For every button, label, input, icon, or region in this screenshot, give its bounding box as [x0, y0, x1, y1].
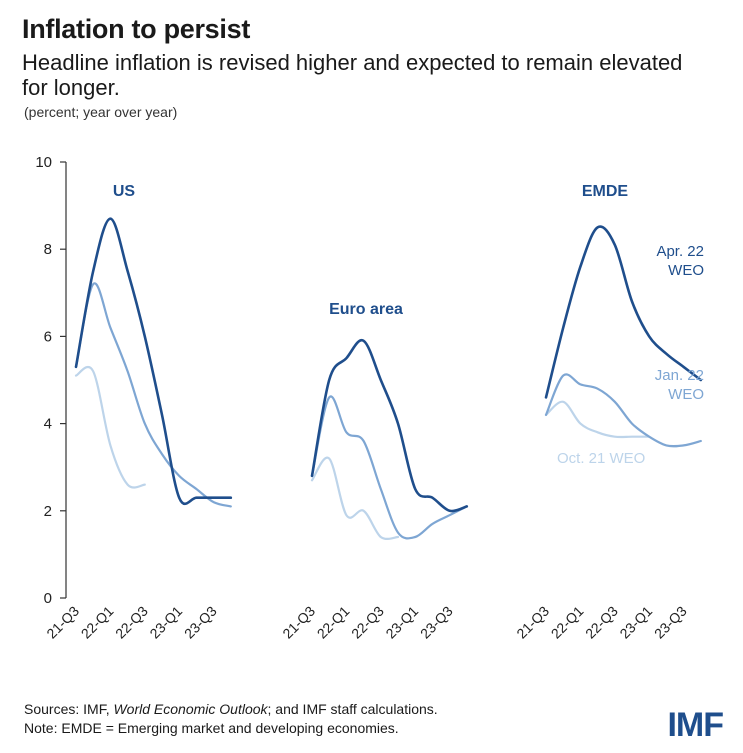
x-tick-label: 22-Q1: [314, 603, 353, 642]
sources-italic: World Economic Outlook: [113, 701, 268, 717]
panel-label: US: [113, 183, 136, 200]
series-line-apr22: [74, 217, 233, 506]
imf-logo: IMF: [667, 706, 724, 744]
y-tick-label: 6: [44, 328, 52, 345]
x-tick-label: 22-Q3: [582, 603, 621, 642]
sources-prefix: Sources: IMF,: [24, 701, 114, 717]
series-label-oct21: Oct. 21 WEO: [557, 450, 645, 467]
x-tick-label: 22-Q1: [78, 603, 117, 642]
x-tick-label: 21-Q3: [43, 603, 82, 642]
chart-title: Inflation to persist: [22, 14, 251, 44]
series-label-line: Jan. 22: [655, 367, 704, 384]
series-line-jan22: [74, 282, 232, 508]
series-label-line: WEO: [668, 262, 704, 279]
series-line-jan22: [544, 373, 702, 448]
y-tick-label: 8: [44, 241, 52, 258]
series-line-jan22: [310, 395, 468, 540]
x-tick-label: 22-Q1: [548, 603, 587, 642]
y-tick-label: 4: [44, 416, 52, 433]
x-tick-label: 22-Q3: [112, 603, 151, 642]
y-tick-label: 10: [35, 154, 52, 171]
series-label-line: WEO: [668, 386, 704, 403]
panel-label: Euro area: [329, 301, 403, 318]
sources-line: Sources: IMF, World Economic Outlook; an…: [24, 700, 438, 719]
x-tick-label: 23-Q3: [181, 603, 220, 642]
series-label-line: Oct. 21 WEO: [557, 450, 645, 467]
series-label-apr22: Apr. 22 WEO: [656, 243, 704, 279]
x-tick-label: 23-Q1: [146, 603, 185, 642]
panel-label: EMDE: [582, 183, 629, 200]
series-line-oct21: [544, 400, 651, 439]
series-line-oct21: [74, 365, 146, 489]
series-line-apr22: [544, 225, 703, 399]
series-label-jan22: Jan. 22 WEO: [655, 367, 704, 403]
series-line-oct21: [310, 456, 400, 540]
y-tick-label: 2: [44, 503, 52, 520]
x-tick-label: 22-Q3: [348, 603, 387, 642]
chart-subtitle: Headline inflation is revised higher and…: [22, 50, 683, 100]
unit-label: (percent; year over year): [24, 104, 178, 120]
x-tick-label: 23-Q3: [417, 603, 456, 642]
x-tick-label: 21-Q3: [513, 603, 552, 642]
x-tick-label: 21-Q3: [279, 603, 318, 642]
x-tick-label: 23-Q3: [651, 603, 690, 642]
y-tick-label: 0: [44, 590, 52, 607]
sources-suffix: ; and IMF staff calculations.: [267, 701, 438, 717]
x-tick-label: 23-Q1: [616, 603, 655, 642]
x-tick-label: 23-Q1: [382, 603, 421, 642]
note-line: Note: EMDE = Emerging market and develop…: [24, 720, 399, 736]
series-line-apr22: [310, 338, 469, 513]
sources-note: Sources: IMF, World Economic Outlook; an…: [24, 700, 438, 738]
series-label-line: Apr. 22: [656, 243, 704, 260]
